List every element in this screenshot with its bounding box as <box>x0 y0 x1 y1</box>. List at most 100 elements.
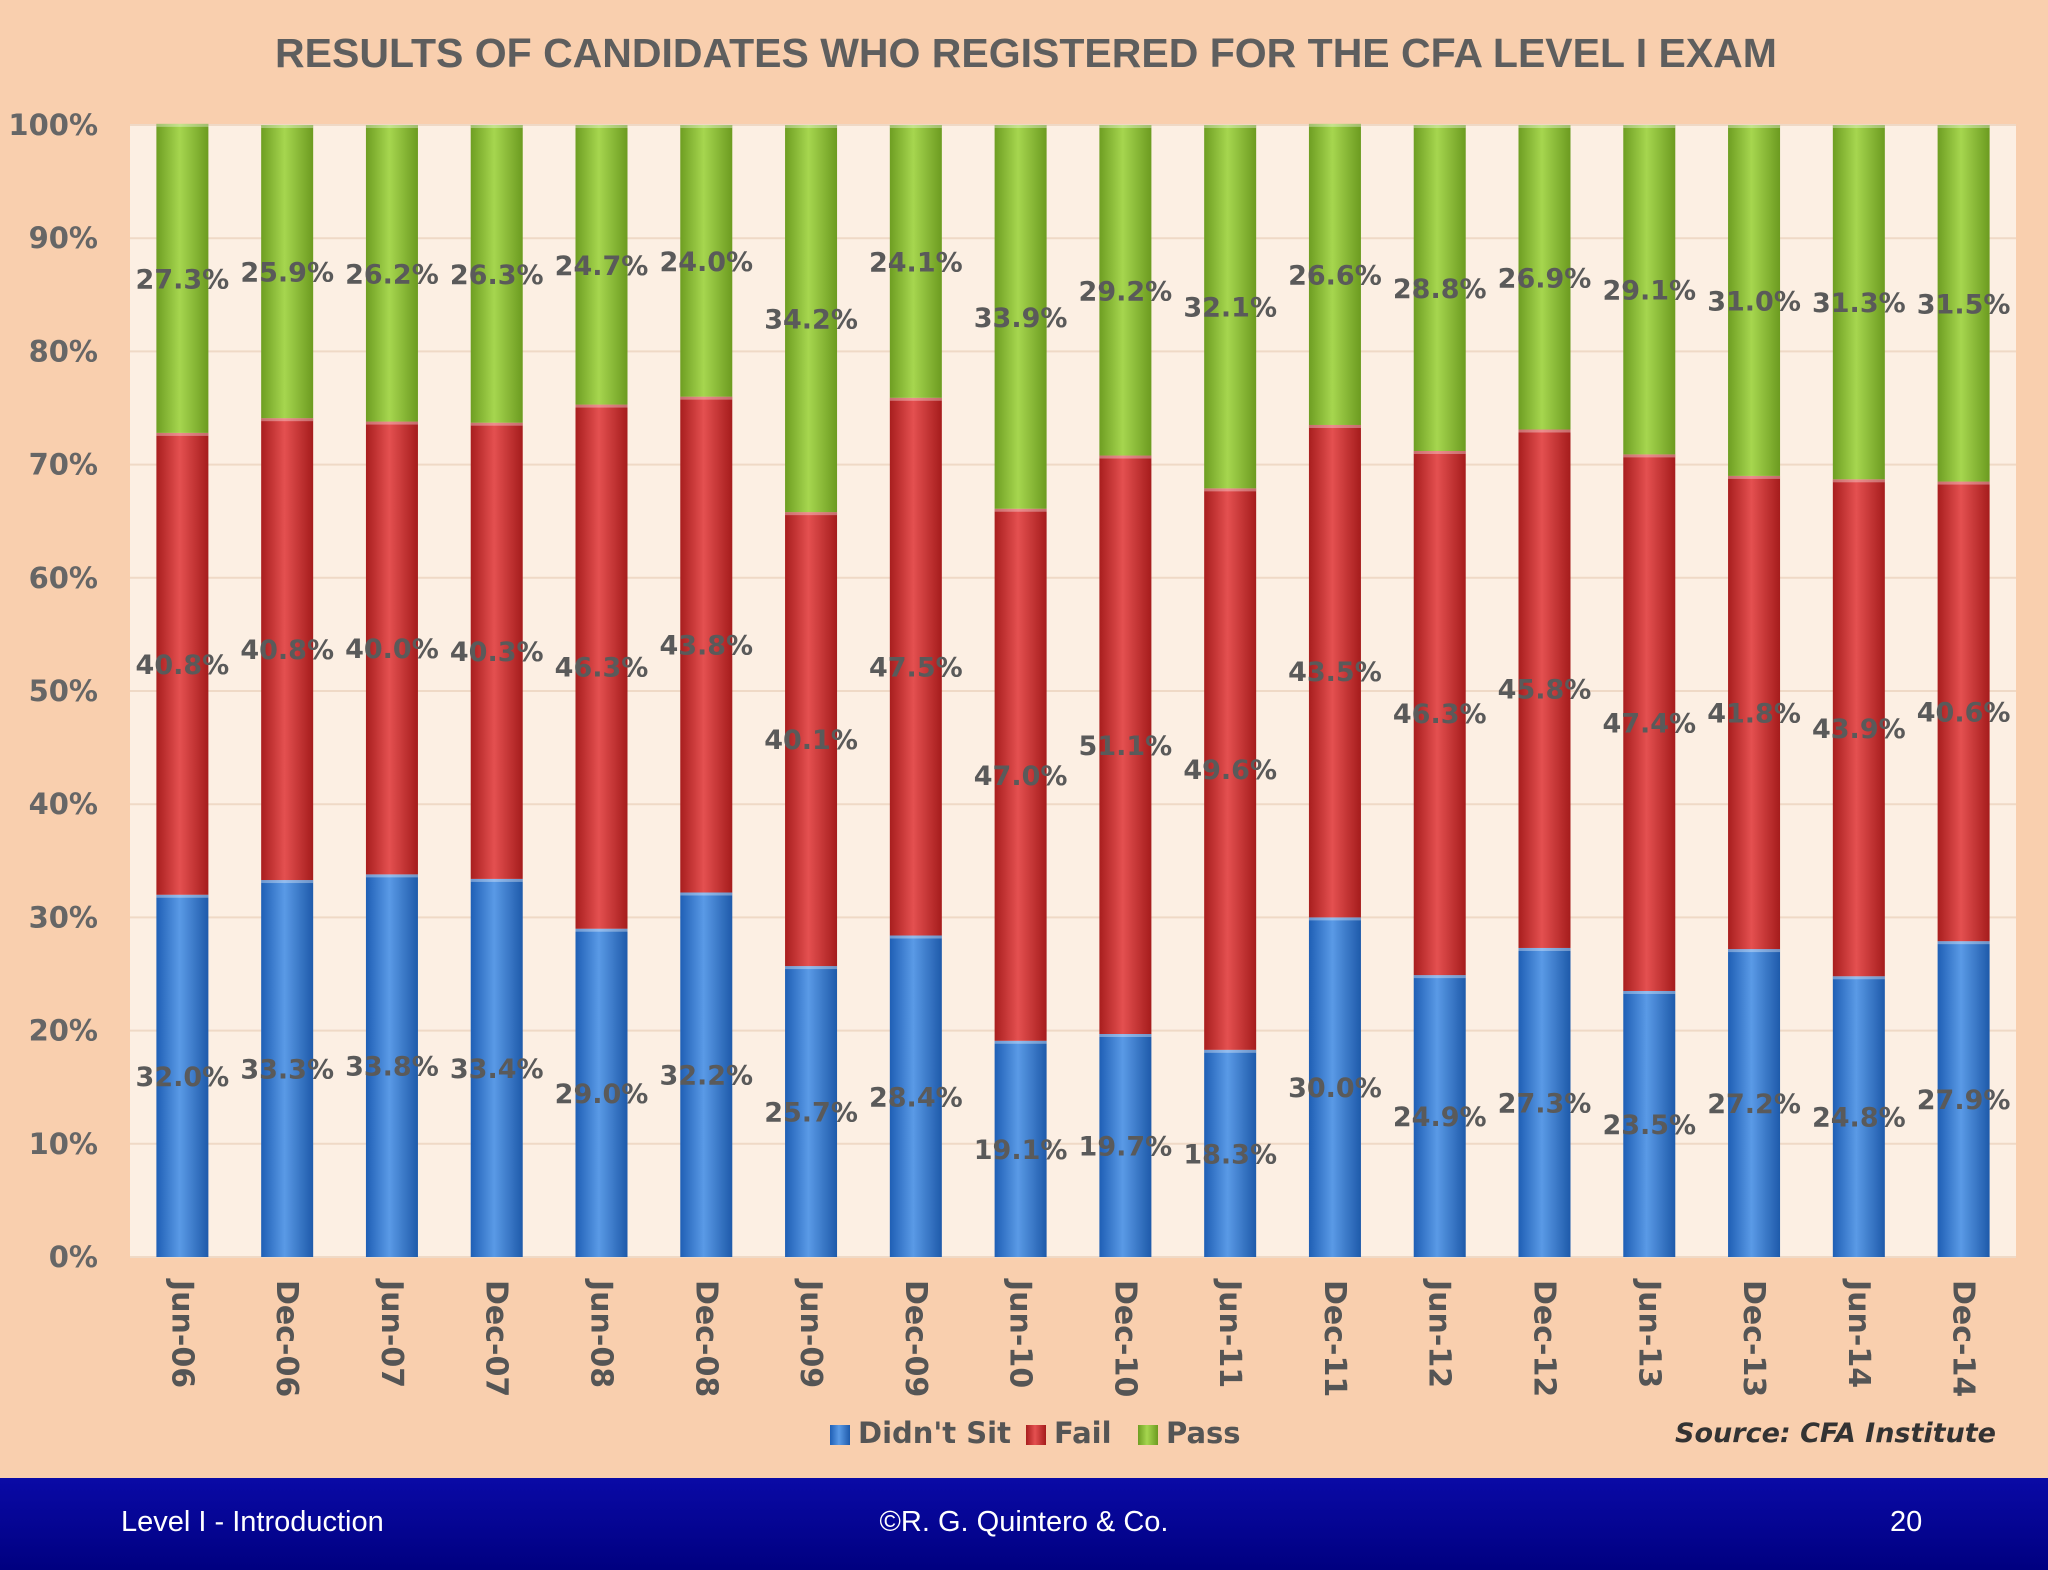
bar-didn-t-sit <box>785 966 838 1257</box>
x-tick-label: Dec-08 <box>688 1280 723 1397</box>
bar-fail <box>365 421 418 875</box>
x-tick-label: Jun-14 <box>1841 1278 1876 1388</box>
bar-top-highlight <box>1937 481 1990 485</box>
y-tick-label: 0% <box>49 1240 98 1274</box>
bar-top-highlight <box>1204 1049 1257 1053</box>
bar-didn-t-sit <box>1308 917 1361 1257</box>
x-tick-label: Dec-14 <box>1946 1280 1981 1397</box>
bar-fail <box>470 422 523 879</box>
bar-pass <box>1728 125 1781 476</box>
data-label-fail: 40.0% <box>345 634 439 665</box>
bar-top-highlight <box>1308 917 1361 921</box>
bar-top-highlight <box>1413 125 1466 128</box>
bar-top-highlight <box>680 892 733 896</box>
bar-top-highlight <box>575 928 628 932</box>
y-tick-label: 20% <box>29 1014 98 1048</box>
y-tick-label: 90% <box>29 221 98 255</box>
bar-pass <box>261 125 314 419</box>
bar-didn-t-sit <box>1413 975 1466 1257</box>
data-label-didn-t-sit: 23.5% <box>1602 1110 1696 1141</box>
data-label-pass: 31.5% <box>1917 289 2011 320</box>
bar-pass <box>889 125 942 398</box>
legend-label-didnt-sit: Didn't Sit <box>858 1416 1011 1450</box>
data-label-didn-t-sit: 18.3% <box>1183 1139 1277 1170</box>
x-tick-label: Dec-10 <box>1107 1280 1142 1397</box>
bar-top-highlight <box>1832 125 1885 128</box>
bar-pass <box>470 125 523 423</box>
y-tick-label: 80% <box>29 334 98 368</box>
data-label-pass: 26.3% <box>450 260 544 291</box>
data-label-fail: 40.3% <box>450 637 544 668</box>
legend-swatch-fail <box>1026 1425 1046 1445</box>
data-label-pass: 31.0% <box>1707 286 1801 317</box>
x-tick-label: Dec-09 <box>898 1280 933 1397</box>
bar-top-highlight <box>785 512 838 516</box>
bar-didn-t-sit <box>1937 941 1990 1257</box>
bar-fail <box>1308 424 1361 918</box>
legend-label-pass: Pass <box>1166 1416 1241 1450</box>
data-label-pass: 26.2% <box>345 259 439 290</box>
data-label-fail: 47.5% <box>869 653 963 684</box>
data-label-pass: 27.3% <box>136 264 230 295</box>
data-label-fail: 47.0% <box>974 761 1068 792</box>
data-label-didn-t-sit: 33.4% <box>450 1054 544 1085</box>
bar-top-highlight <box>1937 941 1990 945</box>
x-tick-label: Jun-12 <box>1422 1278 1457 1388</box>
data-label-pass: 26.9% <box>1498 263 1592 294</box>
bar-fail <box>261 418 314 881</box>
bar-fail <box>1204 488 1257 1050</box>
bar-top-highlight <box>1623 125 1676 128</box>
y-tick-label: 100% <box>8 108 98 142</box>
footer-copyright: ©R. G. Quintero & Co. <box>879 1506 1169 1538</box>
x-tick-label: Jun-06 <box>164 1278 199 1388</box>
bar-top-highlight <box>575 404 628 408</box>
data-label-pass: 24.0% <box>659 247 753 278</box>
bar-top-highlight <box>156 432 209 436</box>
x-tick-label: Jun-07 <box>374 1278 409 1388</box>
data-label-didn-t-sit: 32.2% <box>659 1061 753 1092</box>
data-label-didn-t-sit: 32.0% <box>136 1062 230 1093</box>
bar-top-highlight <box>470 422 523 426</box>
data-label-fail: 49.6% <box>1183 755 1277 786</box>
data-label-fail: 40.8% <box>240 635 334 666</box>
bar-top-highlight <box>261 125 314 128</box>
bar-top-highlight <box>785 125 838 128</box>
bar-fail <box>575 404 628 929</box>
bar-top-highlight <box>994 125 1047 128</box>
data-label-fail: 41.8% <box>1707 699 1801 730</box>
data-label-didn-t-sit: 30.0% <box>1288 1073 1382 1104</box>
bar-top-highlight <box>261 418 314 422</box>
bar-didn-t-sit <box>1099 1033 1152 1257</box>
bar-fail <box>1937 481 1990 942</box>
bar-fail <box>1832 479 1885 977</box>
bar-top-highlight <box>1099 455 1152 459</box>
bar-didn-t-sit <box>889 935 942 1257</box>
bar-fail <box>1518 429 1571 948</box>
bar-pass <box>1518 125 1571 430</box>
bar-didn-t-sit <box>156 894 209 1257</box>
bar-fail <box>156 432 209 895</box>
data-label-pass: 24.1% <box>869 247 963 278</box>
bar-top-highlight <box>1413 975 1466 979</box>
data-label-didn-t-sit: 27.2% <box>1707 1089 1801 1120</box>
bar-pass <box>1099 125 1152 456</box>
bar-pass <box>1204 125 1257 489</box>
bar-top-highlight <box>1099 1033 1152 1037</box>
source-note: Source: CFA Institute <box>1675 1418 1996 1449</box>
bar-top-highlight <box>365 421 418 425</box>
data-label-fail: 47.4% <box>1602 709 1696 740</box>
bar-fail <box>994 508 1047 1041</box>
bar-top-highlight <box>1832 479 1885 483</box>
x-tick-label: Jun-10 <box>1003 1278 1038 1388</box>
y-tick-label: 50% <box>29 674 98 708</box>
stacked-bar-chart: 0% 10% 20% 30% 40% 50% 60% 70% 80% 90% 100% 32.0% 40… <box>8 30 2016 1450</box>
bar-top-highlight <box>1518 429 1571 433</box>
data-label-didn-t-sit: 24.8% <box>1812 1103 1906 1134</box>
bar-top-highlight <box>1308 424 1361 428</box>
bar-didn-t-sit <box>261 880 314 1257</box>
data-label-pass: 33.9% <box>974 303 1068 334</box>
bar-top-highlight <box>889 397 942 401</box>
bar-fail <box>1413 451 1466 976</box>
bar-pass <box>575 125 628 405</box>
bar-fail <box>889 397 942 936</box>
